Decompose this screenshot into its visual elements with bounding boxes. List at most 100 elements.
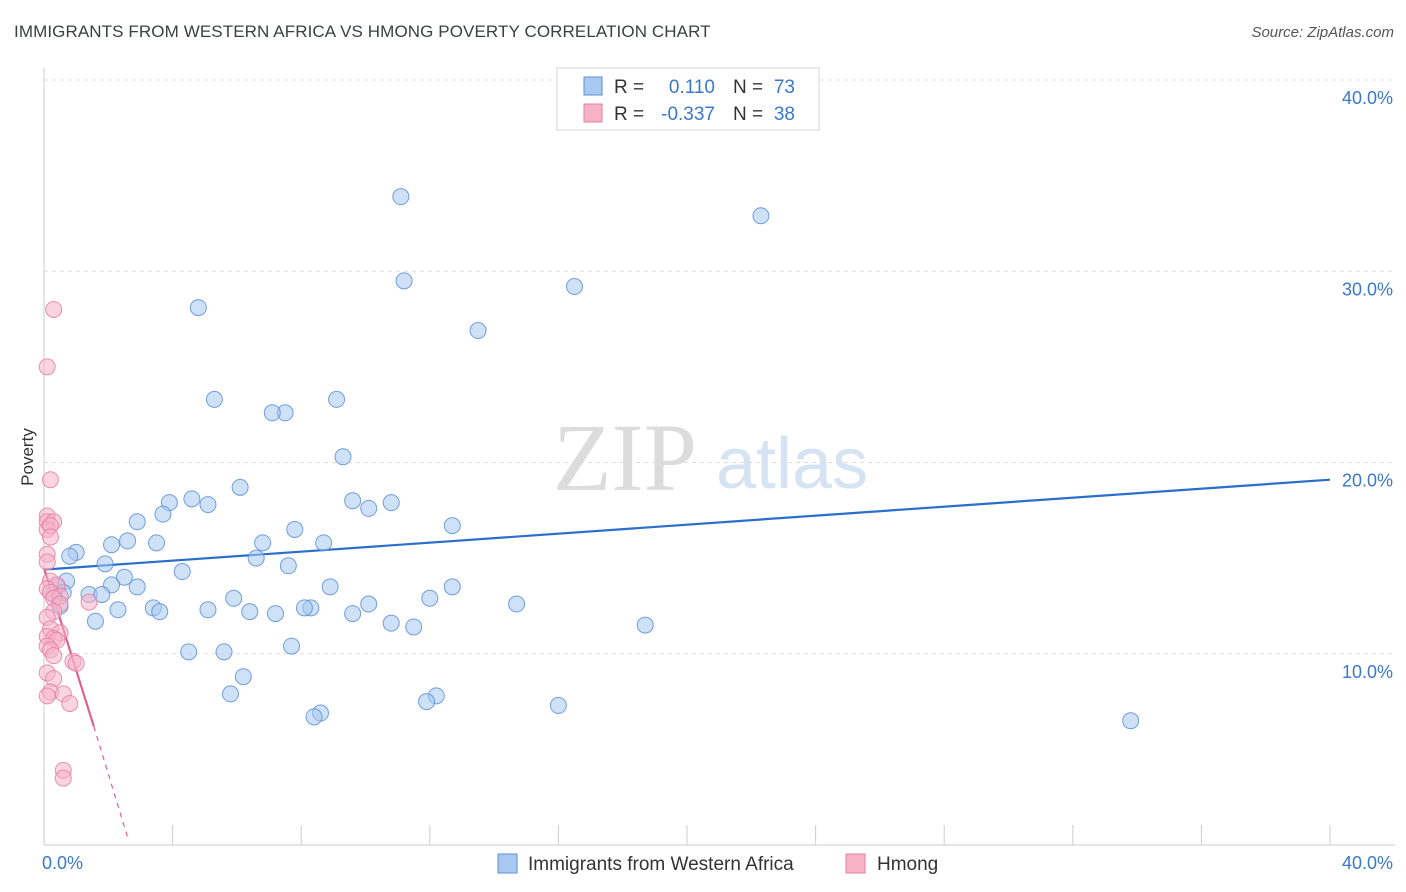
point-western-africa-51: [109, 601, 127, 619]
point-western-africa-26: [254, 534, 272, 552]
point-western-africa-15: [344, 492, 362, 510]
point-western-africa-23: [148, 534, 166, 552]
x-tick-label-0: 0.0%: [42, 853, 83, 873]
point-western-africa-39: [443, 578, 461, 596]
chart-title: IMMIGRANTS FROM WESTERN AFRICA VS HMONG …: [14, 22, 711, 41]
watermark-zip: ZIP: [553, 404, 697, 511]
point-western-africa-56: [344, 605, 362, 623]
point-western-africa-5: [469, 322, 487, 340]
legend-r-label-2: R =: [614, 104, 644, 125]
point-western-africa-69: [549, 696, 567, 714]
point-western-africa-14: [382, 494, 400, 512]
point-western-africa-18: [154, 505, 172, 523]
point-western-africa-30: [96, 555, 114, 573]
point-western-africa-54: [241, 603, 259, 621]
point-western-africa-64: [215, 643, 233, 661]
point-western-africa-20: [443, 517, 461, 535]
series-legend: Immigrants from Western Africa Hmong: [497, 853, 938, 875]
watermark-atlas: atlas: [716, 424, 868, 504]
point-western-africa-65: [234, 668, 252, 686]
point-western-africa-9: [263, 404, 281, 422]
point-hmong-34: [38, 687, 56, 705]
point-hmong-28: [45, 647, 63, 665]
chart-source: Source: ZipAtlas.com: [1251, 24, 1394, 41]
point-hmong-8: [41, 528, 59, 546]
point-western-africa-0: [392, 188, 410, 206]
point-western-africa-49: [295, 599, 313, 617]
point-western-africa-43: [93, 585, 111, 603]
legend-r-label-1: R =: [614, 77, 644, 98]
point-western-africa-2: [395, 272, 413, 290]
grid-lines: [44, 79, 1395, 655]
legend-r-value-2: -0.337: [661, 104, 715, 125]
point-western-africa-3: [565, 278, 583, 296]
point-western-africa-16: [199, 496, 217, 514]
point-western-africa-46: [508, 595, 526, 613]
series-legend-swatch-pink: [845, 853, 866, 874]
point-western-africa-22: [315, 534, 333, 552]
point-western-africa-4: [189, 299, 207, 317]
y-tick-label-2: 30.0%: [1342, 279, 1393, 299]
point-western-africa-37: [128, 578, 146, 596]
point-hmong-36: [61, 694, 79, 712]
point-western-africa-67: [221, 685, 239, 703]
point-hmong-17: [80, 593, 98, 611]
point-western-africa-34: [115, 568, 133, 586]
point-western-africa-55: [266, 605, 284, 623]
point-western-africa-45: [225, 589, 243, 607]
tick-labels: 10.0% 20.0% 30.0% 40.0% 0.0% 40.0%: [42, 88, 1393, 873]
point-hmong-2: [41, 471, 59, 489]
point-western-africa-62: [283, 637, 301, 655]
point-western-africa-72: [1122, 712, 1140, 730]
point-western-africa-6: [205, 390, 223, 408]
point-western-africa-32: [173, 563, 191, 581]
point-hmong-30: [67, 654, 85, 672]
y-axis-title: Poverty: [18, 428, 37, 486]
point-western-africa-25: [103, 536, 121, 554]
y-tick-label-0: 10.0%: [1342, 662, 1393, 682]
legend-swatch-pink: [583, 103, 603, 123]
trend-line-hmong-extension: [93, 726, 129, 838]
point-western-africa-10: [334, 448, 352, 466]
point-western-africa-59: [382, 614, 400, 632]
data-points: [38, 188, 1140, 787]
point-western-africa-28: [61, 547, 79, 565]
point-western-africa-58: [86, 612, 104, 630]
point-western-africa-71: [305, 708, 323, 726]
y-tick-label-3: 40.0%: [1342, 88, 1393, 108]
point-hmong-0: [45, 301, 63, 318]
x-tick-label-1: 40.0%: [1342, 853, 1393, 873]
point-western-africa-52: [199, 601, 217, 619]
point-western-africa-12: [183, 490, 201, 508]
axes: [43, 68, 1395, 846]
point-western-africa-68: [418, 693, 436, 711]
point-western-africa-38: [321, 578, 339, 596]
series-legend-swatch-blue: [497, 853, 518, 874]
trend-lines: [42, 478, 1331, 838]
legend-n-label-1: N =: [733, 77, 763, 98]
point-western-africa-53: [151, 603, 169, 621]
legend-r-value-1: 0.110: [669, 77, 715, 98]
point-western-africa-47: [360, 595, 378, 613]
point-western-africa-31: [279, 557, 297, 575]
legend-n-label-2: N =: [733, 104, 763, 125]
point-western-africa-7: [328, 390, 346, 408]
point-western-africa-60: [636, 616, 654, 634]
point-western-africa-1: [752, 207, 770, 225]
point-western-africa-44: [421, 589, 439, 607]
point-hmong-10: [38, 553, 56, 571]
point-western-africa-19: [128, 513, 146, 531]
legend-n-value-2: 38: [774, 104, 795, 125]
legend-swatch-blue: [583, 76, 603, 96]
legend-n-value-1: 73: [774, 77, 795, 98]
point-western-africa-61: [405, 618, 423, 636]
point-hmong-1: [38, 358, 56, 376]
point-western-africa-11: [231, 478, 249, 496]
series-legend-label-pink: Hmong: [877, 854, 938, 875]
point-western-africa-17: [360, 499, 378, 517]
point-western-africa-21: [286, 520, 304, 538]
y-tick-label-1: 20.0%: [1342, 471, 1393, 491]
legend-box: R = 0.110 N = 73 R = -0.337 N = 38: [556, 67, 820, 131]
point-western-africa-29: [247, 549, 265, 567]
